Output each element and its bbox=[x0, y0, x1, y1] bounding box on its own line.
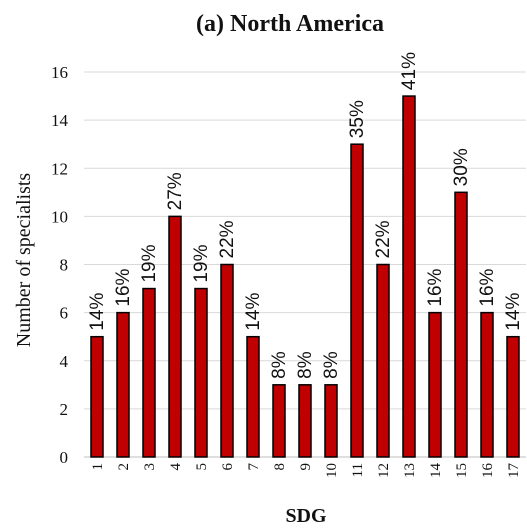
bar-sdg-3 bbox=[142, 287, 156, 458]
x-tick-label: 14 bbox=[428, 463, 444, 479]
x-tick-label: 4 bbox=[168, 463, 184, 471]
data-label-sdg-5: 19% bbox=[191, 244, 212, 282]
bar-sdg-9 bbox=[298, 384, 312, 458]
data-label-sdg-7: 14% bbox=[243, 293, 264, 331]
bars bbox=[90, 95, 520, 458]
x-axis-title: SDG bbox=[285, 505, 327, 527]
bar-sdg-13 bbox=[402, 95, 416, 458]
x-tick-label: 10 bbox=[324, 463, 340, 478]
data-label-sdg-16: 16% bbox=[477, 268, 498, 306]
y-tick-label: 2 bbox=[60, 400, 69, 419]
x-tick-label: 6 bbox=[220, 463, 236, 471]
x-tick-label: 2 bbox=[116, 463, 132, 471]
data-label-sdg-12: 22% bbox=[373, 220, 394, 258]
bar-sdg-17 bbox=[506, 335, 520, 458]
x-tick-label: 17 bbox=[506, 463, 522, 479]
bar-sdg-14 bbox=[428, 311, 442, 458]
x-tick-label: 3 bbox=[142, 463, 158, 471]
x-tick-label: 16 bbox=[480, 463, 496, 479]
data-label-sdg-8: 8% bbox=[269, 351, 290, 379]
x-tick-label: 7 bbox=[246, 463, 262, 471]
data-label-sdg-13: 41% bbox=[399, 52, 420, 90]
x-tick-label: 11 bbox=[350, 463, 366, 477]
data-label-sdg-4: 27% bbox=[165, 172, 186, 210]
data-label-sdg-9: 8% bbox=[295, 351, 316, 379]
x-tick-label: 15 bbox=[454, 463, 470, 478]
bar-sdg-4 bbox=[168, 215, 182, 458]
data-label-sdg-2: 16% bbox=[113, 268, 134, 306]
bar-sdg-11 bbox=[350, 143, 364, 458]
x-axis: 1 2 3 4 5 6 7 8 9 10 11 12 13 14 15 16 17 bbox=[90, 463, 522, 479]
y-axis-title: Number of specialists bbox=[13, 173, 35, 348]
y-tick-label: 10 bbox=[51, 207, 68, 226]
bar-sdg-8 bbox=[272, 384, 286, 458]
x-tick-label: 12 bbox=[376, 463, 392, 478]
bar-sdg-10 bbox=[324, 384, 338, 458]
y-tick-label: 16 bbox=[51, 63, 68, 82]
bar-sdg-12 bbox=[376, 263, 390, 458]
x-tick-label: 13 bbox=[402, 463, 418, 478]
data-labels: 14%16%19%27%19%22%14%8% 8% 8%35%22%41%16%3… bbox=[87, 52, 524, 379]
bar-sdg-6 bbox=[220, 263, 234, 458]
data-label-sdg-14: 16% bbox=[425, 268, 446, 306]
y-tick-label: 4 bbox=[60, 352, 69, 371]
bar-sdg-7 bbox=[246, 335, 260, 458]
data-label-sdg-1: 14% bbox=[87, 293, 108, 331]
data-label-sdg-11: 35% bbox=[347, 100, 368, 138]
x-tick-label: 8 bbox=[272, 463, 288, 471]
y-axis: 0 2 4 6 8 10 12 14 16 bbox=[51, 63, 69, 467]
bar-sdg-2 bbox=[116, 311, 130, 458]
data-label-sdg-17: 14% bbox=[503, 293, 524, 331]
y-tick-label: 12 bbox=[51, 159, 68, 178]
bar-sdg-15 bbox=[454, 191, 468, 458]
data-label-sdg-6: 22% bbox=[217, 220, 238, 258]
y-tick-label: 0 bbox=[60, 448, 69, 467]
bar-sdg-5 bbox=[194, 287, 208, 458]
bar-sdg-1 bbox=[90, 335, 104, 458]
y-tick-label: 14 bbox=[51, 111, 69, 130]
x-tick-label: 5 bbox=[194, 463, 210, 471]
gridlines bbox=[84, 71, 526, 458]
data-label-sdg-10: 8% bbox=[321, 351, 342, 379]
bar-sdg-16 bbox=[480, 311, 494, 458]
chart-title: (a) North America bbox=[196, 11, 384, 37]
data-label-sdg-15: 30% bbox=[451, 148, 472, 186]
y-tick-label: 8 bbox=[60, 256, 69, 275]
x-tick-label: 9 bbox=[298, 463, 314, 471]
x-tick-label: 1 bbox=[90, 463, 106, 471]
y-tick-label: 6 bbox=[60, 304, 69, 323]
data-label-sdg-3: 19% bbox=[139, 244, 160, 282]
